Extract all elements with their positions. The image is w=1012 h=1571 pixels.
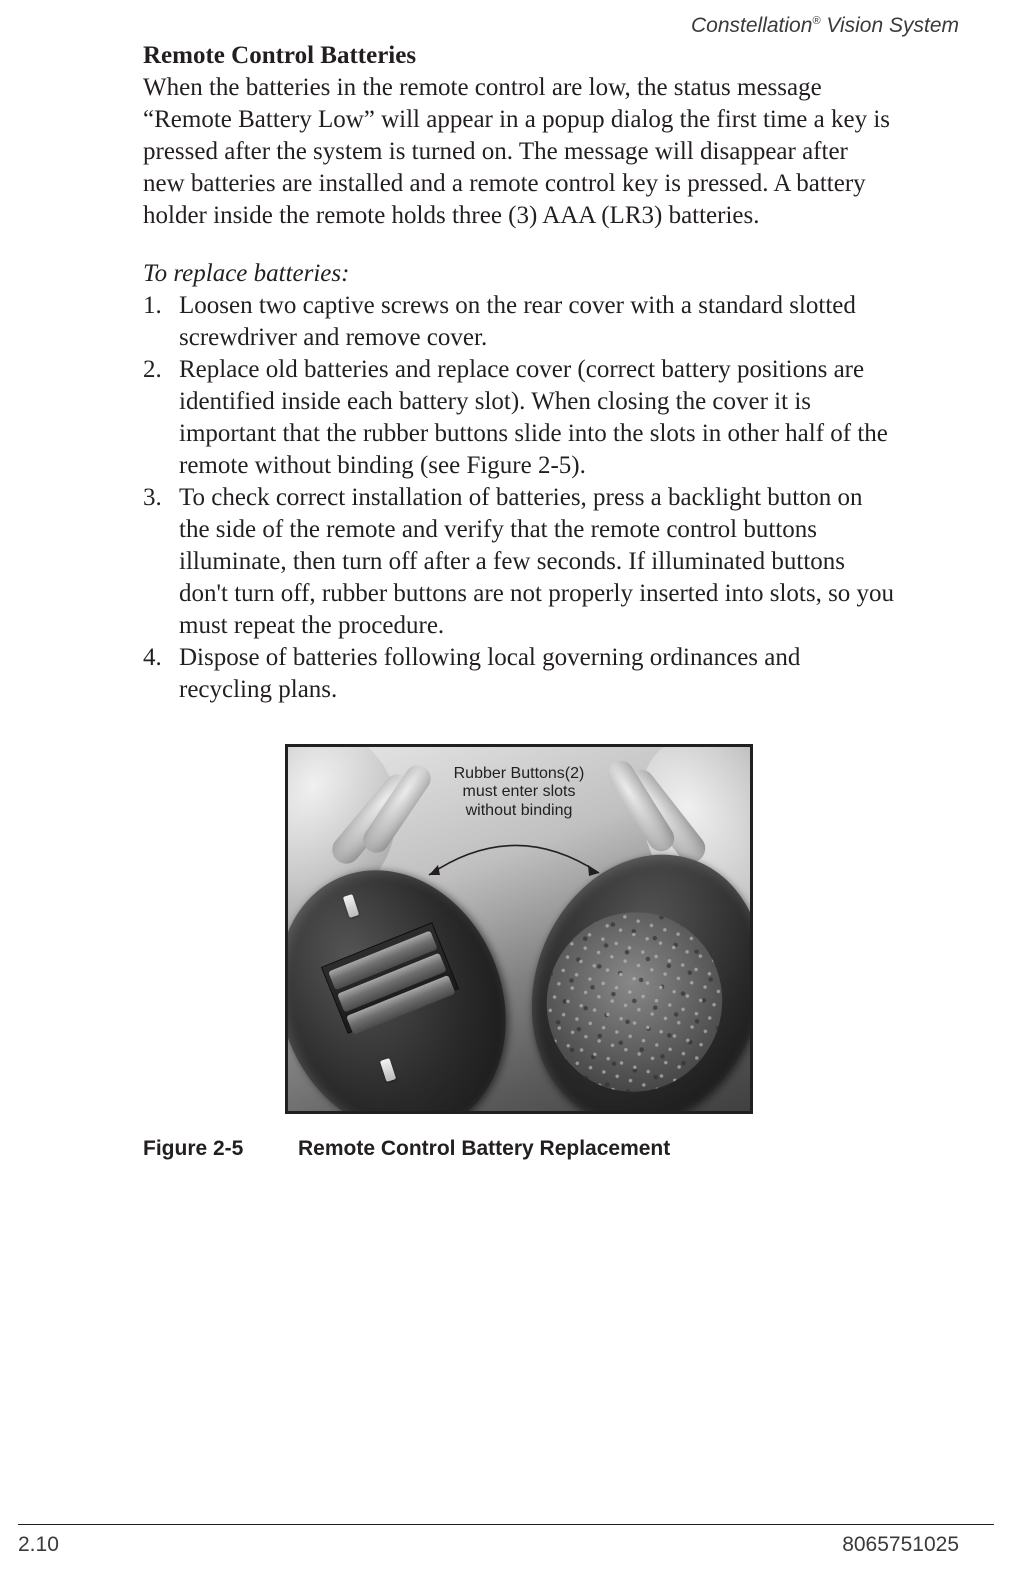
product-name: Constellation xyxy=(691,14,812,37)
callout-line-3: without binding xyxy=(466,802,573,819)
callout-line-1: Rubber Buttons(2) xyxy=(454,765,585,782)
header-product-title: Constellation® Vision System xyxy=(691,14,959,38)
procedure-title: To replace batteries: xyxy=(143,260,895,288)
step-3: To check correct installation of batteri… xyxy=(179,482,895,642)
registered-mark: ® xyxy=(812,15,820,27)
section-title: Remote Control Batteries xyxy=(143,42,895,70)
figure-container: Rubber Buttons(2) must enter slots witho… xyxy=(143,744,895,1161)
callout-arrow-icon xyxy=(414,825,614,895)
figure-caption: Figure 2-5Remote Control Battery Replace… xyxy=(143,1137,895,1161)
procedure-steps: Loosen two captive screws on the rear co… xyxy=(143,290,895,706)
step-4: Dispose of batteries following local gov… xyxy=(179,642,895,706)
figure-callout-label: Rubber Buttons(2) must enter slots witho… xyxy=(288,765,750,820)
figure-image: Rubber Buttons(2) must enter slots witho… xyxy=(285,744,753,1114)
page-content: Remote Control Batteries When the batter… xyxy=(143,42,895,1161)
figure-number: Figure 2-5 xyxy=(143,1137,298,1161)
step-2: Replace old batteries and replace cover … xyxy=(179,354,895,482)
callout-line-2: must enter slots xyxy=(463,783,576,800)
footer-rule xyxy=(18,1524,994,1525)
product-suffix: Vision System xyxy=(821,14,960,37)
section-intro: When the batteries in the remote control… xyxy=(143,72,895,232)
page-number: 2.10 xyxy=(18,1533,59,1557)
figure-caption-text: Remote Control Battery Replacement xyxy=(298,1137,670,1160)
document-number: 8065751025 xyxy=(842,1533,959,1557)
step-1: Loosen two captive screws on the rear co… xyxy=(179,290,895,354)
